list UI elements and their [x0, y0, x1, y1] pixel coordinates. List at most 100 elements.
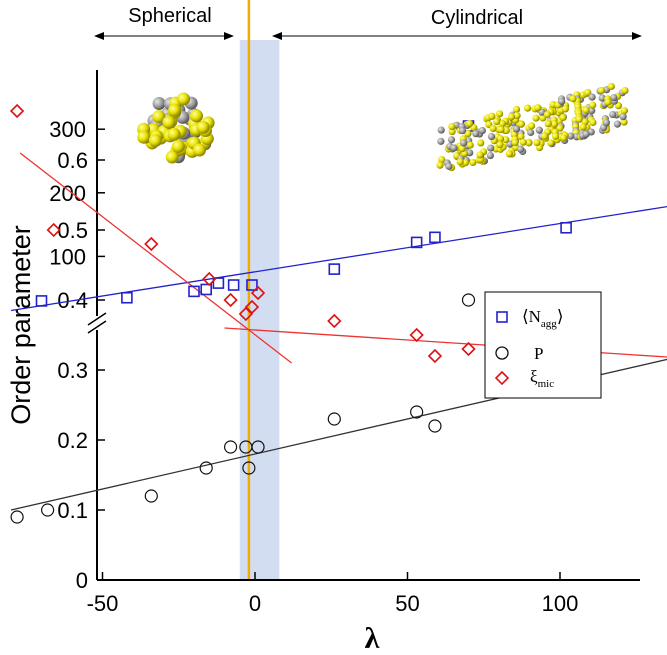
micelle-bead [575, 115, 583, 123]
x-tick-label: 100 [542, 591, 579, 616]
micelle-bead [489, 124, 497, 133]
micelle-bead [525, 139, 533, 147]
micelle-bead [541, 132, 549, 140]
point-p [251, 440, 265, 454]
micelle-bead [532, 114, 540, 122]
micelle-bead [496, 141, 504, 149]
micelle-bead [502, 126, 510, 135]
cylindrical-region-arrow [272, 32, 642, 40]
x-tick-label: 50 [395, 591, 419, 616]
micelle-bead [497, 125, 505, 134]
point-p [224, 440, 238, 454]
point-p [144, 489, 158, 503]
y-ticks-upper: 100 200 300 [49, 117, 105, 269]
micelle-bead [167, 127, 181, 141]
micelle-bead [517, 145, 525, 153]
point-p [461, 293, 476, 307]
micelle-bead [544, 120, 552, 128]
cylindrical-micelle-image [436, 82, 629, 172]
point-nagg [560, 221, 572, 234]
y-ticks-lower: 00.10.20.30.40.50.6 [57, 148, 105, 593]
micelle-bead [607, 82, 615, 91]
point-xi [9, 103, 25, 119]
micelle-bead [588, 93, 596, 101]
micelle-bead [476, 151, 484, 159]
micelle-bead [598, 94, 606, 102]
y-tick-label: 100 [49, 244, 86, 269]
spherical-region-arrow [94, 32, 234, 40]
micelle-bead [579, 123, 587, 131]
micelle-bead [512, 105, 521, 114]
micelle-bead [465, 120, 474, 128]
micelle-bead [550, 120, 558, 128]
legend-marker-xi [494, 370, 510, 386]
micelle-bead [512, 125, 521, 133]
micelle-bead [456, 158, 464, 166]
micelle-bead [533, 138, 541, 147]
micelle-bead [561, 105, 570, 113]
point-nagg [35, 295, 48, 307]
micelle-bead [589, 118, 597, 127]
point-nagg [200, 283, 212, 296]
micelle-bead [589, 101, 597, 109]
micelle-bead [588, 107, 596, 115]
micelle-bead [567, 132, 575, 140]
micelle-bead [569, 95, 577, 103]
point-nagg [410, 236, 423, 249]
micelle-bead [609, 110, 617, 119]
micelle-bead [597, 86, 606, 95]
data-points [9, 103, 574, 524]
micelle-bead [464, 130, 472, 138]
micelle-bead [171, 139, 185, 153]
legend-label-p: P [534, 344, 543, 363]
micelle-bead [466, 141, 474, 149]
spherical-label: Spherical [128, 5, 211, 27]
micelle-bead [196, 120, 210, 134]
micelle-bead [517, 120, 525, 128]
micelle-bead [493, 117, 501, 126]
micelle-bead [551, 132, 560, 140]
point-xi [327, 313, 342, 329]
micelle-bead [486, 151, 494, 160]
micelle-bead [498, 120, 506, 128]
point-p [327, 412, 341, 426]
micelle-bead [436, 161, 444, 169]
y-tick-label: 0.3 [57, 358, 88, 383]
y-tick-label: 200 [49, 181, 86, 206]
legend-label-xi: ξmic [530, 367, 554, 390]
micelle-bead [560, 134, 568, 142]
point-xi [427, 348, 443, 364]
micelle-bead [523, 104, 532, 112]
micelle-bead [535, 126, 543, 134]
micelle-bead [447, 136, 456, 144]
micelle-bead [487, 144, 495, 152]
point-nagg [246, 279, 258, 291]
micelle-bead [478, 126, 486, 135]
micelle-bead [168, 103, 182, 117]
micelle-bead [517, 132, 525, 141]
cylindrical-label: Cylindrical [431, 7, 523, 29]
micelle-bead [472, 130, 480, 138]
point-p [199, 461, 213, 475]
micelle-bead [610, 93, 618, 102]
micelle-bead [460, 139, 468, 147]
legend: ⟨Nagg⟩ P ξmic [484, 291, 602, 399]
axis-break-mark [87, 320, 107, 334]
micelle-bead [461, 159, 470, 167]
point-nagg [227, 279, 240, 291]
micelle-bead [534, 104, 542, 112]
point-nagg [188, 285, 200, 298]
micelle-bead [488, 112, 496, 120]
micelle-bead [495, 110, 504, 118]
micelle-bead [582, 106, 590, 114]
micelle-bead [620, 118, 628, 126]
micelle-bead [527, 128, 535, 137]
micelle-bead [437, 126, 445, 134]
micelle-bead [507, 113, 516, 121]
micelle-bead [505, 150, 513, 158]
axis-break-mark [87, 312, 107, 326]
point-p [242, 461, 256, 475]
legend-label-nagg: ⟨Nagg⟩ [522, 307, 563, 330]
micelle-bead [602, 119, 611, 127]
